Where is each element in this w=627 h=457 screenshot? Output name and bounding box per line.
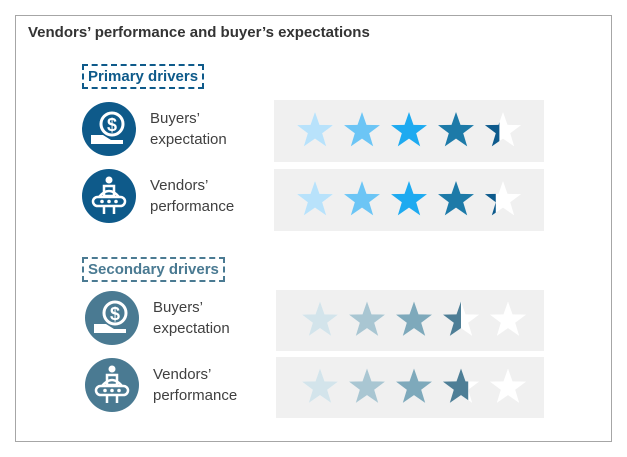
star-filled	[343, 112, 381, 147]
star-filled	[301, 301, 339, 336]
star-filled	[343, 181, 381, 216]
rating-panel	[276, 290, 544, 351]
star-empty	[489, 301, 527, 336]
star-empty	[489, 368, 527, 403]
row-label: Vendors’ performance	[153, 364, 237, 406]
row-label-line2: expectation	[150, 131, 227, 148]
rating-panel	[274, 169, 544, 231]
star-filled	[301, 368, 339, 403]
svg-text:$: $	[110, 304, 120, 324]
star-filled	[484, 193, 496, 216]
svg-text:$: $	[107, 115, 117, 135]
star-empty	[484, 112, 522, 147]
money-hand-icon: $	[82, 102, 136, 156]
row-label-line1: Vendors’	[150, 177, 209, 194]
star-filled	[442, 368, 469, 403]
primary-drivers-label: Primary drivers	[82, 64, 205, 89]
star-filled	[395, 301, 433, 336]
person-conveyor-icon	[82, 169, 136, 223]
star-filled	[296, 181, 334, 216]
star-filled	[484, 122, 500, 147]
person-conveyor-icon	[85, 358, 139, 412]
rating-panel	[276, 357, 544, 418]
chart-frame	[15, 15, 612, 442]
secondary-drivers-label: Secondary drivers	[82, 257, 225, 282]
star-filled	[390, 112, 428, 147]
star-filled	[437, 112, 475, 147]
row-label-line1: Buyers’	[150, 110, 201, 127]
star-rating	[296, 112, 522, 147]
star-filled	[390, 181, 428, 216]
row-label: Buyers’ expectation	[153, 297, 230, 339]
row-label: Vendors’ performance	[150, 175, 234, 217]
row-label-line2: performance	[150, 198, 235, 215]
star-filled	[348, 368, 386, 403]
star-rating	[301, 301, 527, 336]
star-filled	[395, 368, 433, 403]
star-filled	[296, 112, 334, 147]
row-label-line1: Buyers’	[153, 299, 204, 316]
star-filled	[348, 301, 386, 336]
chart-title: Vendors’ performance and buyer’s expecta…	[28, 24, 370, 41]
money-hand-icon: $	[85, 291, 139, 345]
row-label-line2: expectation	[153, 320, 230, 337]
row-label-line1: Vendors’	[153, 366, 212, 383]
star-rating	[301, 368, 527, 403]
rating-panel	[274, 100, 544, 162]
star-rating	[296, 181, 522, 216]
star-filled	[442, 301, 461, 336]
row-label: Buyers’ expectation	[150, 108, 227, 150]
star-filled	[437, 181, 475, 216]
row-label-line2: performance	[153, 387, 238, 404]
star-empty	[484, 181, 522, 216]
